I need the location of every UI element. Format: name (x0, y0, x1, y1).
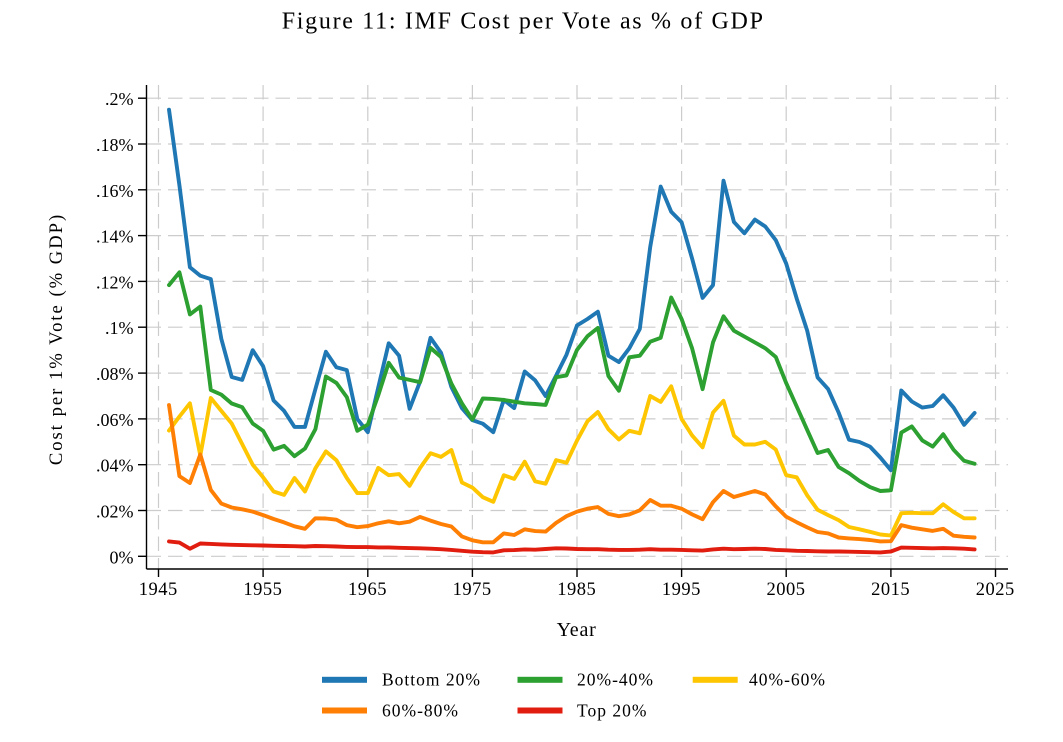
svg-text:1985: 1985 (557, 580, 596, 600)
svg-text:.14%: .14% (96, 227, 134, 247)
svg-text:Bottom 20%: Bottom 20% (382, 670, 481, 690)
svg-text:.04%: .04% (96, 456, 134, 476)
svg-text:.1%: .1% (105, 318, 134, 338)
svg-text:.06%: .06% (96, 410, 134, 430)
svg-text:40%-60%: 40%-60% (749, 670, 826, 690)
svg-text:2005: 2005 (767, 580, 806, 600)
svg-text:1955: 1955 (243, 580, 282, 600)
svg-text:0%: 0% (110, 547, 134, 567)
svg-text:.18%: .18% (96, 135, 134, 155)
svg-text:1995: 1995 (662, 580, 701, 600)
svg-text:.16%: .16% (96, 181, 134, 201)
svg-text:Year: Year (557, 619, 597, 641)
svg-text:2025: 2025 (976, 580, 1015, 600)
svg-text:1965: 1965 (348, 580, 387, 600)
svg-text:Figure 11: IMF Cost per Vote a: Figure 11: IMF Cost per Vote as % of GDP (282, 9, 765, 35)
svg-text:.02%: .02% (96, 502, 134, 522)
svg-text:Cost per 1% Vote (% GDP): Cost per 1% Vote (% GDP) (46, 213, 67, 465)
svg-text:1975: 1975 (453, 580, 492, 600)
svg-text:60%-80%: 60%-80% (382, 700, 459, 720)
svg-text:2015: 2015 (871, 580, 910, 600)
svg-text:20%-40%: 20%-40% (577, 670, 654, 690)
svg-text:.12%: .12% (96, 272, 134, 292)
svg-text:.08%: .08% (96, 364, 134, 384)
svg-text:.2%: .2% (105, 89, 134, 109)
svg-text:Top 20%: Top 20% (577, 700, 647, 720)
svg-text:1945: 1945 (139, 580, 178, 600)
